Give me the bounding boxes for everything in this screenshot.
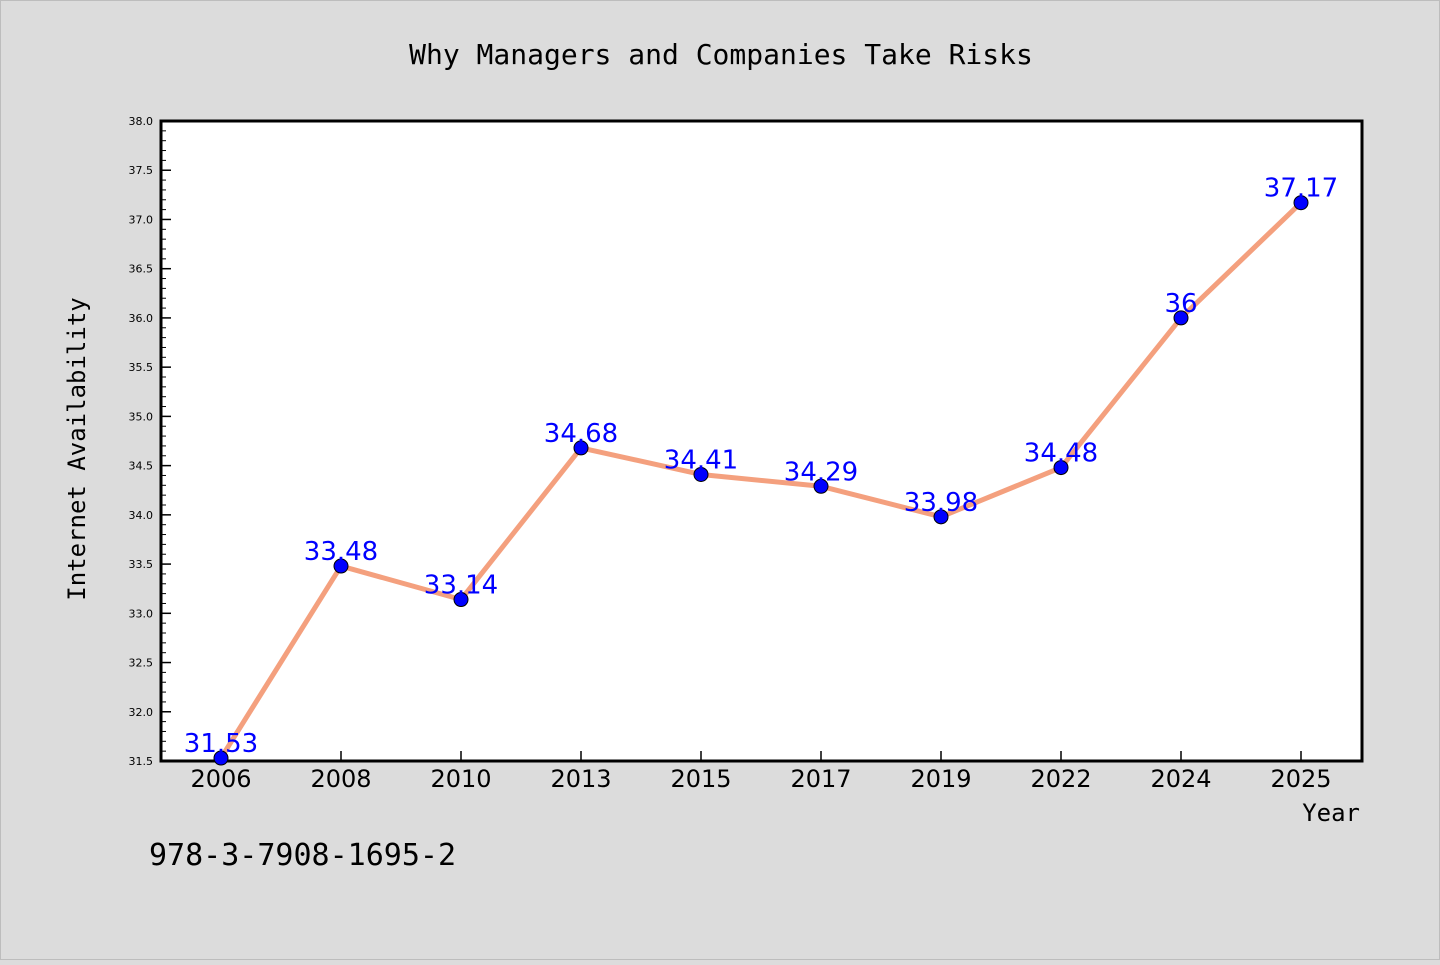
data-label: 34.68 — [544, 419, 618, 449]
x-tick-label: 2022 — [1030, 765, 1091, 793]
data-point — [573, 440, 589, 456]
y-tick-label: 37.5 — [129, 164, 154, 177]
x-tick-label: 2013 — [550, 765, 611, 793]
y-axis-ticks: 31.5 32.0 32.5 33.0 33.5 34.0 34.5 35.0 35.5 36.0… — [129, 115, 171, 768]
data-label: 34.29 — [784, 457, 858, 487]
x-tick-label: 2006 — [190, 765, 251, 793]
y-tick-label: 36.5 — [129, 263, 154, 276]
data-labels: 31.53 33.48 33.14 34.68 34.41 34.29 33.98 34.48… — [184, 174, 1338, 759]
y-tick-label: 32.5 — [129, 657, 154, 670]
y-tick-label: 35.0 — [129, 410, 154, 423]
chart-title: Why Managers and Companies Take Risks — [409, 38, 1033, 71]
data-label: 33.14 — [424, 571, 498, 601]
x-axis-title: Year — [1302, 799, 1360, 827]
x-tick-label: 2025 — [1270, 765, 1331, 793]
data-label: 34.48 — [1024, 439, 1098, 469]
x-tick-label: 2024 — [1150, 765, 1211, 793]
data-label: 33.48 — [304, 537, 378, 567]
data-point — [333, 558, 349, 574]
x-tick-label: 2017 — [790, 765, 851, 793]
y-tick-label: 34.5 — [129, 460, 154, 473]
data-label: 36 — [1164, 289, 1197, 319]
data-point — [933, 509, 949, 525]
data-label: 34.41 — [664, 445, 738, 475]
x-tick-label: 2008 — [310, 765, 371, 793]
y-tick-label: 35.5 — [129, 361, 154, 374]
data-point — [1293, 195, 1309, 211]
y-axis-title: Internet Availability — [63, 297, 91, 600]
data-point — [1053, 460, 1069, 476]
series-line — [218, 200, 1303, 760]
y-tick-label: 33.0 — [129, 607, 154, 620]
data-point — [693, 466, 709, 482]
y-tick-label: 34.0 — [129, 509, 154, 522]
data-point — [453, 592, 469, 608]
isbn-footnote: 978-3-7908-1695-2 — [149, 838, 456, 873]
x-axis-ticks: 2006 2008 2010 2013 2015 2017 2019 2022 2024 2025 — [190, 751, 1332, 793]
y-tick-label: 33.5 — [129, 558, 154, 571]
x-tick-label: 2010 — [430, 765, 491, 793]
x-tick-label: 2019 — [910, 765, 971, 793]
data-label: 33.98 — [904, 488, 978, 518]
y-tick-label: 36.0 — [129, 312, 154, 325]
x-tick-label: 2015 — [670, 765, 731, 793]
data-label: 37.17 — [1264, 174, 1338, 204]
data-point — [1173, 310, 1189, 326]
y-tick-label: 38.0 — [129, 115, 154, 128]
plot-area — [159, 119, 1364, 763]
data-point — [813, 478, 829, 494]
y-tick-label: 37.0 — [129, 213, 154, 226]
data-point — [213, 750, 229, 766]
y-tick-label: 31.5 — [129, 755, 154, 768]
data-markers — [213, 195, 1309, 766]
data-label: 31.53 — [184, 729, 258, 759]
y-tick-label: 32.0 — [129, 706, 154, 719]
